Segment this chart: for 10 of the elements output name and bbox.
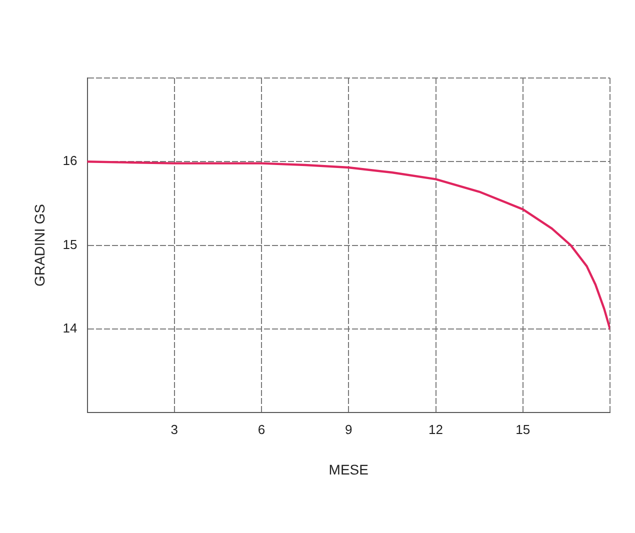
x-tick-label: 15 [516,422,530,437]
x-axis-title: MESE [328,461,368,478]
x-tick-label: 6 [258,422,266,437]
y-tick-label: 16 [62,153,78,168]
y-tick-label: 14 [62,320,78,336]
x-tick-label: 12 [428,422,443,437]
y-tick-label: 15 [62,236,78,252]
x-tick-label: 9 [345,422,352,437]
x-tick-label: 3 [170,422,178,437]
y-axis-title: GRADINI GS [31,204,48,287]
